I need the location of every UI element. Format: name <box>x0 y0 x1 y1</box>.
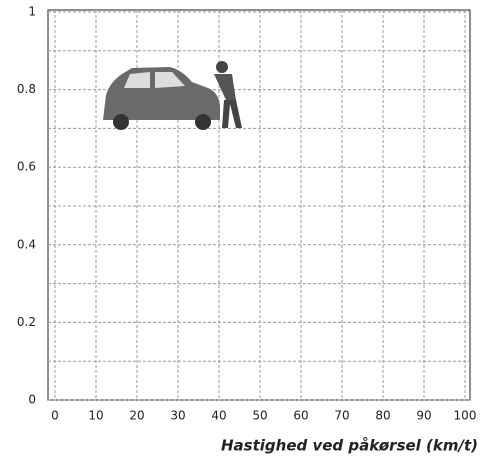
x-tick-label: 20 <box>129 409 144 423</box>
y-tick-label: 0 <box>28 393 36 407</box>
x-tick-label: 40 <box>211 409 226 423</box>
grid <box>48 10 470 400</box>
x-tick-label: 90 <box>416 409 431 423</box>
chart: Hastighed ved påkørsel (km/t) 0 0.2 0.4 0.6… <box>0 0 488 459</box>
x-tick-label: 70 <box>334 409 349 423</box>
plot-frame <box>48 10 470 400</box>
x-tick-label: 100 <box>454 409 477 423</box>
x-tick-label: 0 <box>51 409 59 423</box>
x-tick-label: 50 <box>252 409 267 423</box>
y-tick-label: 0.2 <box>17 315 36 329</box>
y-tick-label: 0.6 <box>17 160 36 174</box>
x-tick-label: 30 <box>170 409 185 423</box>
car-illustration <box>103 61 242 130</box>
y-tick-label: 1 <box>28 5 36 19</box>
y-tick-label: 0.4 <box>17 237 36 251</box>
x-tick-label: 80 <box>375 409 390 423</box>
x-axis-label: Hastighed ved påkørsel (km/t) <box>221 437 478 455</box>
x-tick-label: 60 <box>293 409 308 423</box>
y-tick-label: 0.8 <box>17 82 36 96</box>
x-tick-label: 10 <box>88 409 103 423</box>
